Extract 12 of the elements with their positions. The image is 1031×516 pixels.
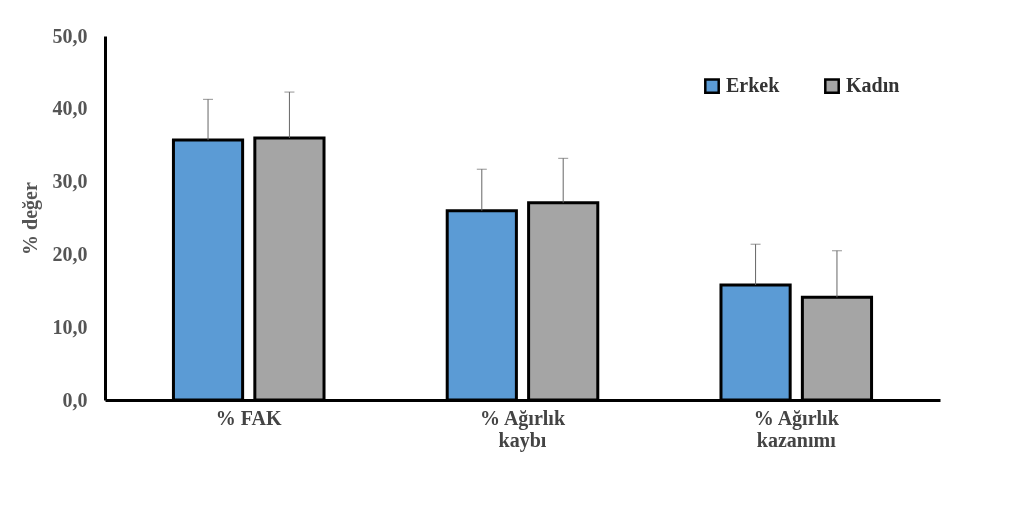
y-tick-label: 50,0 [52, 24, 88, 47]
y-tick-label: 10,0 [52, 315, 88, 338]
x-tick-label: % FAK [215, 406, 283, 429]
legend-label: Erkek [726, 74, 781, 97]
y-tick-label: 20,0 [52, 242, 88, 265]
y-tick-label: 40,0 [52, 97, 88, 120]
x-tick-label: % Ağırlık kazanımı [753, 406, 840, 451]
y-axis-title: % değer [18, 182, 42, 255]
x-tick-label: % Ağırlık kaybı [479, 406, 566, 452]
legend-label: Kadın [846, 74, 900, 97]
y-tick-label: 30,0 [52, 170, 88, 193]
y-tick-label: 0,0 [62, 388, 88, 411]
